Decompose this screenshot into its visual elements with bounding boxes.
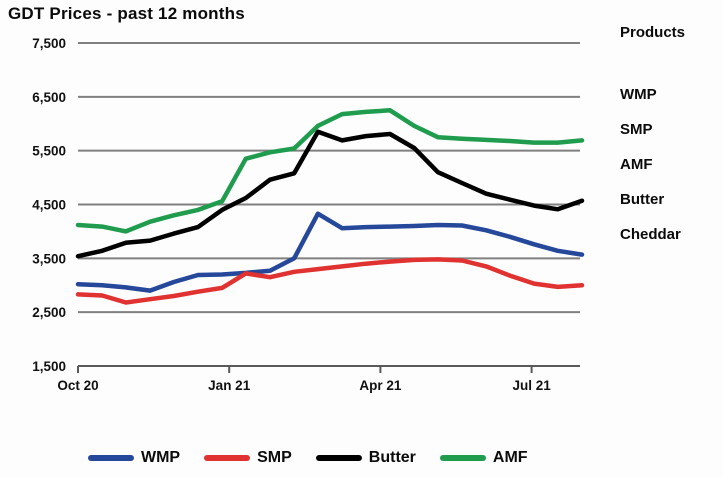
legend-label: AMF	[492, 449, 528, 466]
product-item-cheddar: Cheddar	[620, 226, 681, 243]
legend-item-smp: SMP	[204, 449, 292, 467]
products-header: Products	[620, 24, 686, 41]
y-tick-label: 1,500	[32, 359, 66, 374]
product-item-amf: AMF	[620, 156, 653, 173]
y-tick-label: 6,500	[32, 90, 66, 105]
y-tick-label: 2,500	[32, 305, 66, 320]
products-panel: Products WMP SMP AMF Butter Cheddar	[620, 24, 685, 252]
x-tick-label: Apr 21	[359, 378, 402, 393]
series-line-smp	[75, 257, 585, 305]
x-tick-label: Jul 21	[512, 378, 551, 393]
legend-item-wmp: WMP	[88, 449, 180, 467]
legend-label: WMP	[141, 449, 181, 466]
product-item-butter: Butter	[620, 191, 665, 208]
series-line-butter	[75, 129, 585, 259]
wmp-line-swatch-icon	[88, 455, 134, 461]
series-line-wmp	[75, 211, 585, 293]
plot-area: 7,500 6,500 5,500 4,500 3,500 2,500 1,500 Oct 2…	[32, 36, 585, 393]
amf-line-swatch-icon	[439, 455, 486, 461]
x-tick-label: Oct 20	[57, 378, 98, 393]
smp-line-swatch-icon	[204, 455, 251, 461]
y-tick-label: 7,500	[32, 36, 66, 51]
y-tick-label: 4,500	[32, 198, 66, 213]
series-line-amf	[75, 108, 585, 234]
product-item-smp: SMP	[620, 121, 653, 138]
product-item-wmp: WMP	[620, 86, 657, 103]
legend-item-butter: Butter	[315, 449, 416, 467]
chart-legend: WMP SMP Butter AMF	[88, 449, 528, 467]
legend-item-amf: AMF	[439, 449, 528, 467]
legend-label: Butter	[368, 449, 416, 466]
legend-label: SMP	[257, 449, 292, 466]
chart-title: GDT Prices - past 12 months	[8, 4, 245, 23]
x-tick-label: Jan 21	[208, 378, 251, 393]
y-tick-label: 5,500	[32, 144, 66, 159]
y-tick-label: 3,500	[32, 251, 66, 266]
butter-line-swatch-icon	[315, 455, 362, 461]
